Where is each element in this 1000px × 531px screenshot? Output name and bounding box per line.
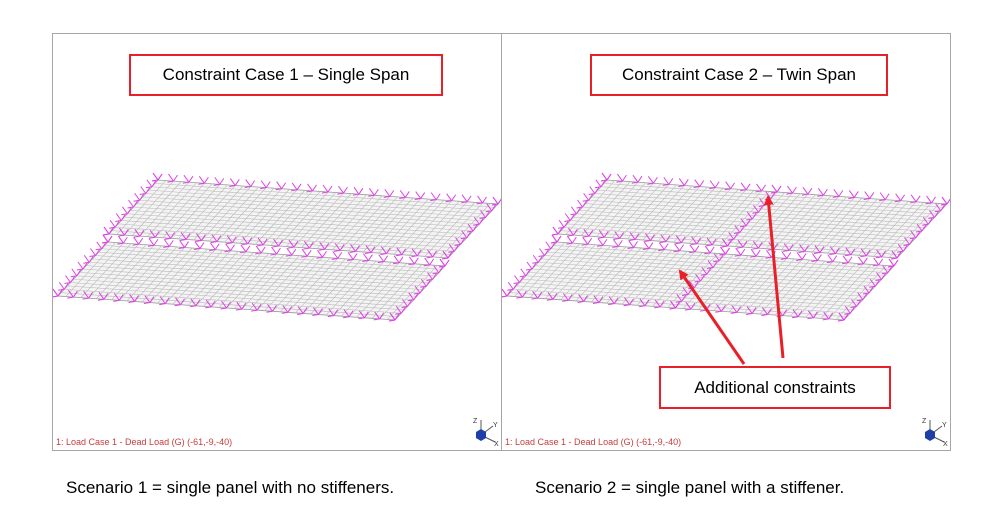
- load-case-status: 1: Load Case 1 - Dead Load (G) (-61,-9,-…: [505, 437, 682, 447]
- panel-back: [551, 172, 950, 260]
- axis-triad-icon: Z Y X: [473, 418, 499, 446]
- axis-x-label: X: [943, 441, 948, 446]
- panel-mesh: [108, 179, 499, 259]
- annotation-arrows: [678, 195, 785, 365]
- model-view-right[interactable]: [502, 34, 950, 450]
- axis-z-label: Z: [922, 418, 927, 425]
- caption-scenario-1: Scenario 1 = single panel with no stiffe…: [66, 478, 395, 497]
- panel-mesh: [57, 241, 446, 321]
- viewport-right[interactable]: Constraint Case 2 – Twin Span Additional…: [501, 33, 951, 451]
- caption-scenario-2: Scenario 2 = single panel with a stiffen…: [535, 478, 845, 497]
- constraint-markers: [102, 172, 501, 260]
- constraint-markers: [53, 234, 450, 322]
- constraint-markers: [551, 172, 950, 260]
- axis-y-label: Y: [942, 422, 947, 429]
- title-box-case-1: Constraint Case 1 – Single Span: [129, 54, 443, 96]
- arrow-front-span: [678, 269, 746, 365]
- panel-back: [102, 172, 501, 260]
- arrow-back-span: [763, 195, 785, 359]
- panel-front: [502, 234, 899, 322]
- title-case-2: Constraint Case 2 – Twin Span: [621, 65, 857, 84]
- annotation-box: Additional constraints: [659, 366, 891, 409]
- title-case-1: Constraint Case 1 – Single Span: [162, 65, 410, 84]
- axis-x-label: X: [494, 441, 499, 446]
- model-view-left[interactable]: [53, 34, 501, 450]
- title-box-case-2: Constraint Case 2 – Twin Span: [590, 54, 888, 96]
- viewport-left[interactable]: Constraint Case 1 – Single Span 1: Load …: [52, 33, 502, 451]
- load-case-status: 1: Load Case 1 - Dead Load (G) (-61,-9,-…: [56, 437, 233, 447]
- axis-triad-icon: Z Y X: [922, 418, 948, 446]
- annotation-label: Additional constraints: [694, 377, 856, 397]
- axis-y-label: Y: [493, 422, 498, 429]
- panel-front: [53, 234, 450, 322]
- axis-z-label: Z: [473, 418, 478, 425]
